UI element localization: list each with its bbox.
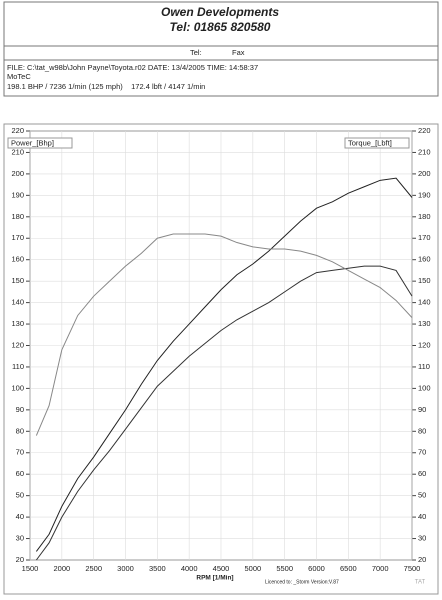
legend-label: Torque_[Lbft] (348, 138, 392, 147)
y-tick-label: 100 (11, 383, 24, 392)
y-tick-label: 190 (11, 190, 24, 199)
file-line: FILE: C:\tat_w98b\John Payne\Toyota.r02 … (7, 63, 258, 72)
y-tick-label: 80 (16, 426, 24, 435)
engine: MoTeC (7, 72, 31, 81)
x-tick-label: 6000 (308, 564, 325, 573)
y2-tick-label: 190 (418, 190, 431, 199)
licence: Licenced to: _Storm Version:V.87 (265, 579, 339, 585)
y2-tick-label: 70 (418, 448, 426, 457)
y2-tick-label: 20 (418, 555, 426, 564)
summary: 198.1 BHP / 7236 1/min (125 mph) 172.4 l… (7, 82, 205, 91)
x-tick-label: 5500 (276, 564, 293, 573)
x-tick-label: 2500 (85, 564, 102, 573)
y-tick-label: 60 (16, 469, 24, 478)
series-line (35, 265, 413, 561)
y2-tick-label: 140 (418, 298, 431, 307)
y2-tick-label: 30 (418, 534, 426, 543)
y-tick-label: 70 (16, 448, 24, 457)
y2-tick-label: 220 (418, 126, 431, 135)
y-tick-label: 90 (16, 405, 24, 414)
y2-tick-label: 200 (418, 169, 431, 178)
y2-tick-label: 150 (418, 276, 431, 285)
x-tick-label: 4000 (181, 564, 198, 573)
y-tick-label: 130 (11, 319, 24, 328)
y-tick-label: 220 (11, 126, 24, 135)
y2-tick-label: 110 (418, 362, 430, 371)
series-line (35, 233, 413, 436)
x-tick-label: 6500 (340, 564, 357, 573)
header-box (3, 1, 439, 97)
telephone: Tel: 01865 820580 (170, 20, 271, 34)
y-tick-label: 160 (11, 255, 24, 264)
x-tick-label: 1500 (22, 564, 39, 573)
x-axis-label: RPM [1/Min] (196, 575, 233, 582)
y-tick-label: 180 (11, 212, 24, 221)
y-tick-label: 50 (16, 491, 24, 500)
y2-tick-label: 160 (418, 255, 431, 264)
y2-tick-label: 60 (418, 469, 426, 478)
y2-tick-label: 100 (418, 383, 431, 392)
chart-frame (3, 123, 439, 595)
y-tick-label: 210 (11, 147, 24, 156)
company: Owen Developments (161, 5, 279, 19)
y2-tick-label: 120 (418, 340, 431, 349)
x-tick-label: 5000 (244, 564, 261, 573)
y-tick-label: 20 (16, 555, 24, 564)
y-tick-label: 110 (12, 362, 24, 371)
series-line (35, 177, 413, 552)
legend-box (7, 137, 73, 149)
logo: TAT (415, 580, 426, 586)
y2-tick-label: 90 (418, 405, 426, 414)
y-tick-label: 120 (11, 340, 24, 349)
y2-tick-label: 50 (418, 491, 426, 500)
x-tick-label: 7500 (404, 564, 421, 573)
y-tick-label: 170 (11, 233, 24, 242)
x-tick-label: 2000 (53, 564, 70, 573)
x-tick-label: 7000 (372, 564, 389, 573)
y2-tick-label: 130 (418, 319, 431, 328)
x-tick-label: 3000 (117, 564, 134, 573)
y2-tick-label: 210 (418, 147, 431, 156)
y-tick-label: 200 (11, 169, 24, 178)
y-tick-label: 30 (16, 534, 24, 543)
x-tick-label: 4500 (213, 564, 230, 573)
y2-tick-label: 40 (418, 512, 426, 521)
y-tick-label: 140 (11, 298, 24, 307)
fax-label: Fax (232, 48, 245, 57)
y-tick-label: 150 (11, 276, 24, 285)
y2-tick-label: 80 (418, 426, 426, 435)
y2-tick-label: 180 (418, 212, 431, 221)
x-tick-label: 3500 (149, 564, 166, 573)
y2-tick-label: 170 (418, 233, 431, 242)
legend-box (344, 137, 410, 149)
y-tick-label: 40 (16, 512, 24, 521)
legend-label: Power_[Bhp] (11, 138, 54, 147)
tel-label: Tel: (190, 48, 202, 57)
